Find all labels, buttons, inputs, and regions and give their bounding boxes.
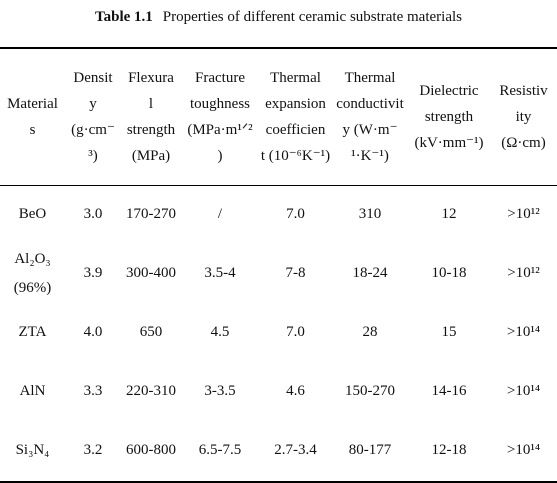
cell-density: 3.2 bbox=[83, 442, 103, 458]
header-material: Material s bbox=[7, 95, 58, 138]
cell-expansion: 7.0 bbox=[286, 324, 305, 340]
top-rule bbox=[0, 47, 557, 49]
bottom-rule bbox=[0, 481, 557, 483]
header-thermal-expansion: Thermal expansion coefficien t (10⁻⁶K⁻¹) bbox=[260, 69, 331, 164]
cell-resistivity: >10¹² bbox=[507, 206, 540, 222]
cell-material: Si₃N₄ bbox=[15, 442, 50, 458]
table-row: BeO 3.0 170-270 / 7.0 310 12 >10¹² bbox=[0, 185, 557, 244]
cell-fracture: 3.5-4 bbox=[204, 265, 236, 281]
cell-fracture: / bbox=[217, 206, 223, 222]
cell-conductivity: 80-177 bbox=[348, 442, 392, 458]
cell-expansion: 7-8 bbox=[285, 265, 306, 281]
cell-dielectric: 14-16 bbox=[431, 383, 467, 399]
cell-material: AlN bbox=[19, 383, 46, 399]
cell-dielectric: 12-18 bbox=[431, 442, 467, 458]
table-row: AlN 3.3 220-310 3-3.5 4.6 150-270 14-16 … bbox=[0, 362, 557, 421]
cell-fracture: 3-3.5 bbox=[204, 383, 236, 399]
cell-conductivity: 310 bbox=[358, 206, 382, 222]
header-resistivity: Resistiv ity (Ω·cm) bbox=[499, 82, 548, 151]
table-row: ZTA 4.0 650 4.5 7.0 28 15 >10¹⁴ bbox=[0, 303, 557, 362]
cell-density: 4.0 bbox=[83, 324, 103, 340]
table-number: Table 1.1 bbox=[95, 9, 153, 25]
cell-resistivity: >10¹⁴ bbox=[506, 324, 541, 340]
cell-material: Al₂O₃ (96%) bbox=[13, 250, 52, 296]
cell-flexural: 650 bbox=[139, 324, 163, 340]
cell-density: 3.9 bbox=[83, 265, 103, 281]
header-thermal-conductivity: Thermal conductivit y (W·m⁻ ¹·K⁻¹) bbox=[336, 69, 404, 164]
table-header-row: Material s Densit y (g·cm⁻ ³) Flexura l … bbox=[0, 48, 557, 185]
header-dielectric-strength: Dielectric strength (kV·mm⁻¹) bbox=[414, 82, 484, 151]
cell-material: BeO bbox=[18, 206, 47, 222]
cell-density: 3.0 bbox=[83, 206, 103, 222]
cell-dielectric: 12 bbox=[441, 206, 457, 222]
cell-flexural: 170-270 bbox=[126, 206, 176, 222]
cell-density: 3.3 bbox=[83, 383, 103, 399]
cell-resistivity: >10¹² bbox=[507, 265, 540, 281]
cell-fracture: 6.5-7.5 bbox=[198, 442, 242, 458]
table-caption: Table 1.1 Properties of different ceramic… bbox=[0, 9, 557, 26]
header-flexural-strength: Flexura l strength (MPa) bbox=[126, 69, 176, 164]
cell-flexural: 220-310 bbox=[126, 383, 176, 399]
cell-expansion: 7.0 bbox=[286, 206, 305, 222]
properties-table: Material s Densit y (g·cm⁻ ³) Flexura l … bbox=[0, 48, 557, 480]
table-row: Si₃N₄ 3.2 600-800 6.5-7.5 2.7-3.4 80-177… bbox=[0, 421, 557, 480]
cell-expansion: 4.6 bbox=[286, 383, 305, 399]
cell-resistivity: >10¹⁴ bbox=[506, 383, 541, 399]
table-row: Al₂O₃ (96%) 3.9 300-400 3.5-4 7-8 18-24 … bbox=[0, 244, 557, 303]
cell-material: ZTA bbox=[18, 324, 47, 340]
header-density: Densit y (g·cm⁻ ³) bbox=[71, 69, 115, 164]
cell-flexural: 600-800 bbox=[126, 442, 176, 458]
cell-fracture: 4.5 bbox=[210, 324, 230, 340]
table-title: Properties of different ceramic substrat… bbox=[162, 9, 462, 25]
cell-dielectric: 10-18 bbox=[431, 265, 467, 281]
cell-resistivity: >10¹⁴ bbox=[506, 442, 541, 458]
cell-dielectric: 15 bbox=[441, 324, 457, 340]
cell-expansion: 2.7-3.4 bbox=[274, 442, 317, 458]
header-rule bbox=[0, 185, 557, 186]
cell-conductivity: 18-24 bbox=[352, 265, 388, 281]
cell-conductivity: 28 bbox=[362, 324, 378, 340]
cell-conductivity: 150-270 bbox=[345, 383, 395, 399]
header-fracture-toughness: Fracture toughness (MPa·m¹ᐟ² ) bbox=[187, 69, 253, 164]
cell-flexural: 300-400 bbox=[126, 265, 176, 281]
